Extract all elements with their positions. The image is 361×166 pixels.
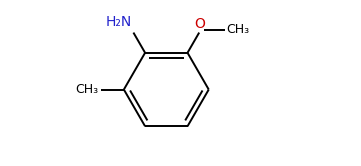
Text: O: O [194, 17, 205, 31]
Text: H₂N: H₂N [105, 15, 131, 29]
Text: CH₃: CH₃ [227, 23, 250, 36]
Text: CH₃: CH₃ [75, 83, 99, 96]
